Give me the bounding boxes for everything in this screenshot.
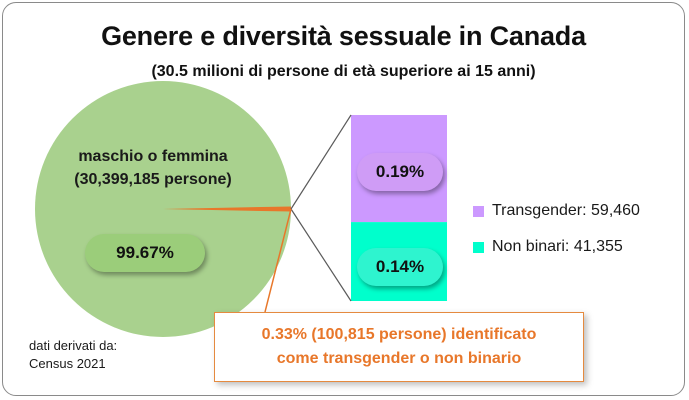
legend-item-non-binari: Non binari: 41,355 — [473, 238, 623, 256]
callout-line-2: come transgender o non binario — [276, 350, 522, 367]
callout-box: 0.33% (100,815 persone) identificato com… — [214, 312, 584, 382]
bar-label-transgender: 0.19% — [357, 153, 443, 191]
pie-main-percent-label: 99.67% — [85, 234, 205, 272]
pie-main-count: (30,399,185 persone) — [74, 171, 232, 188]
source-note: dati derivati da: Census 2021 — [29, 337, 117, 373]
legend-label-non-binari: Non binari: 41,355 — [492, 238, 623, 255]
connector-line-top — [290, 114, 352, 210]
connector-line-bottom — [290, 208, 352, 302]
legend-swatch-transgender — [473, 205, 484, 217]
legend-item-transgender: Transgender: 59,460 — [473, 202, 640, 220]
pie-main-label: maschio o femmina (30,399,185 persone) — [53, 145, 253, 191]
pie-main-category: maschio o femmina — [78, 148, 228, 165]
pie-slice-trans-nonbinary — [163, 206, 291, 212]
infographic-frame: Genere e diversità sessuale in Canada (3… — [2, 2, 685, 396]
chart-title: Genere e diversità sessuale in Canada — [101, 21, 586, 51]
legend-label-transgender: Transgender: 59,460 — [492, 202, 640, 219]
callout-line-1: 0.33% (100,815 persone) identificato — [261, 326, 537, 343]
legend-swatch-non-binari — [473, 241, 484, 253]
source-line-1: dati derivati da: — [29, 338, 118, 353]
chart-subtitle: (30.5 milioni di persone di età superior… — [151, 63, 536, 80]
callout-pointer-line — [264, 208, 292, 313]
bar-label-non-binari: 0.14% — [357, 248, 443, 286]
source-line-2: Census 2021 — [29, 356, 106, 371]
